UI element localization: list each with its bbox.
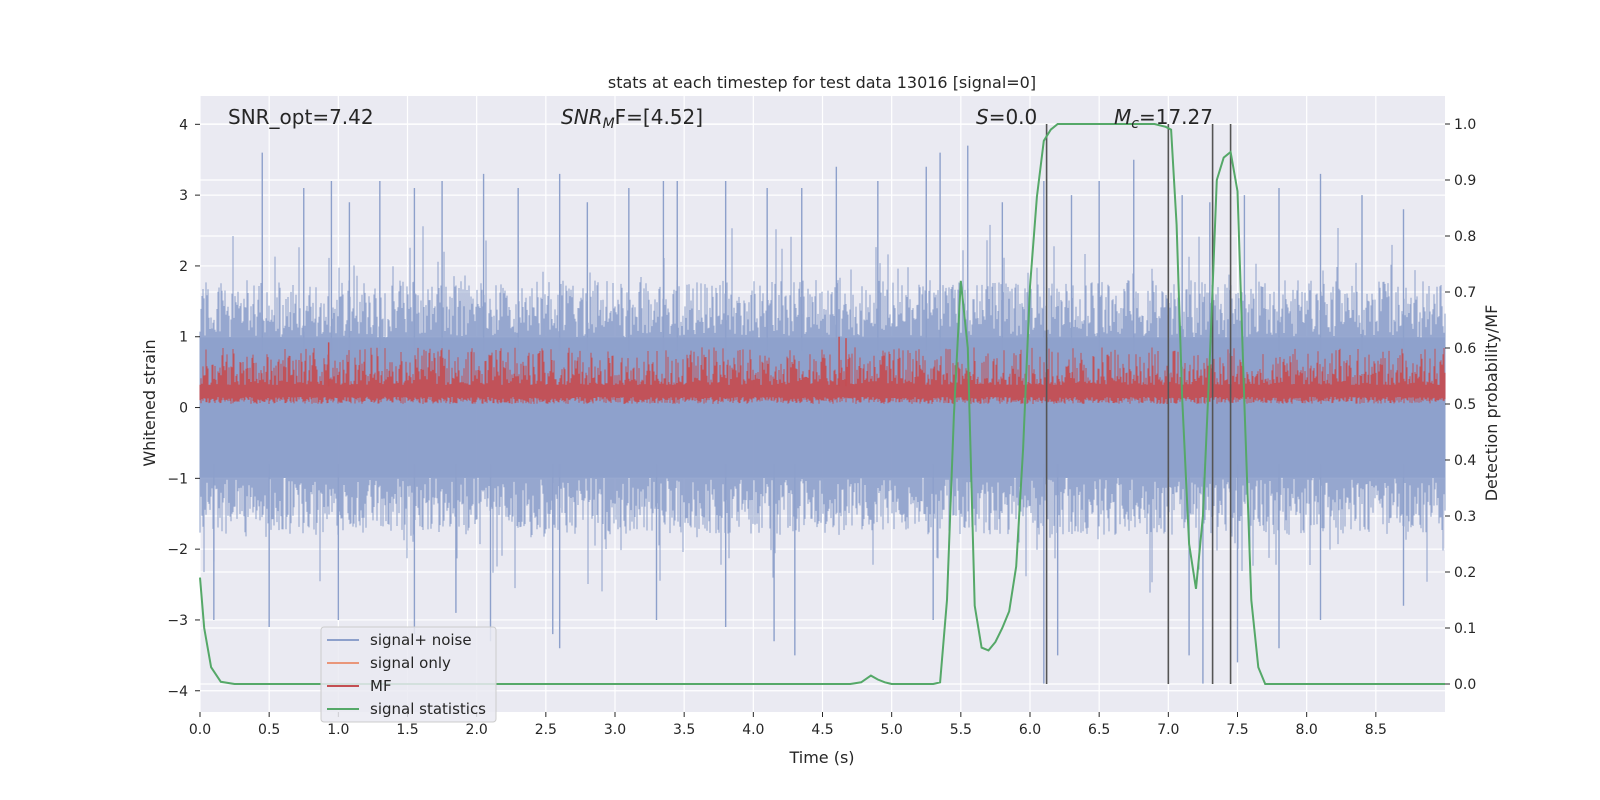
y-tick-label-right: 0.3: [1454, 509, 1476, 525]
x-tick-label: 6.0: [1019, 722, 1041, 738]
x-tick-label: 7.0: [1157, 722, 1179, 738]
y-axis-label-left: Whitened strain: [140, 339, 159, 466]
y-tick-label-right: 0.4: [1454, 453, 1476, 469]
x-tick-label: 1.5: [396, 722, 418, 738]
x-axis-label: Time (s): [788, 748, 854, 767]
snr-mf-symbol: SNR: [561, 105, 603, 129]
x-tick-label: 1.0: [327, 722, 349, 738]
x-tick-label: 0.0: [189, 722, 211, 738]
y-tick-label-left: −4: [167, 684, 188, 700]
signal-statistics-line: [199, 123, 1445, 685]
snr-opt-annotation: SNR_opt=7.42: [228, 105, 374, 129]
vertical-markers: [1045, 124, 1232, 684]
y-tick-label-left: 2: [179, 259, 188, 275]
chart-title: stats at each timestep for test data 130…: [608, 73, 1036, 92]
y-tick-label-right: 0.7: [1454, 285, 1476, 301]
y-tick-label-right: 0.6: [1454, 341, 1476, 357]
x-tick-label: 0.5: [258, 722, 280, 738]
mc-symbol: M: [1114, 105, 1131, 129]
x-tick-label: 3.0: [604, 722, 626, 738]
legend-label-signal: signal only: [370, 654, 451, 672]
snr-mf-annotation: SNRMF=[4.52]: [561, 105, 703, 132]
x-tick-label: 5.5: [950, 722, 972, 738]
y-tick-label-left: 4: [179, 117, 188, 133]
y-tick-label-right: 0.0: [1454, 677, 1476, 693]
x-tick-label: 7.5: [1226, 722, 1248, 738]
signal-statistics-series: [199, 123, 1445, 685]
snr-mf-subscript: M: [603, 116, 615, 132]
s-symbol: S: [976, 105, 989, 129]
y-tick-label-right: 0.8: [1454, 229, 1476, 245]
x-tick-label: 8.0: [1296, 722, 1318, 738]
s-value: =0.0: [989, 105, 1038, 129]
mc-value: =17.27: [1139, 105, 1213, 129]
y-tick-label-right: 0.2: [1454, 565, 1476, 581]
legend-label-noise: signal+ noise: [370, 631, 472, 649]
snr-mf-value: F=[4.52]: [615, 105, 703, 129]
y-tick-label-right: 1.0: [1454, 117, 1476, 133]
x-tick-label: 8.5: [1365, 722, 1387, 738]
s-annotation: S=0.0: [976, 105, 1037, 129]
legend-box: [320, 626, 497, 723]
y-tick-label-left: 3: [179, 188, 188, 204]
x-tick-label: 5.0: [881, 722, 903, 738]
legend: signal+ noise signal only MF signal stat…: [320, 626, 497, 723]
y-tick-label-right: 0.9: [1454, 173, 1476, 189]
x-tick-label: 2.5: [535, 722, 557, 738]
mc-annotation: Mc=17.27: [1114, 105, 1213, 132]
y-tick-label-left: 1: [179, 330, 188, 346]
x-tick-label: 6.5: [1088, 722, 1110, 738]
x-tick-label: 3.5: [673, 722, 695, 738]
legend-label-mf: MF: [370, 677, 392, 695]
mc-subscript: c: [1131, 116, 1139, 132]
y-tick-label-right: 0.5: [1454, 397, 1476, 413]
y-axis-label-right: Detection probability/MF: [1482, 305, 1501, 502]
x-tick-label: 4.5: [811, 722, 833, 738]
y-tick-label-left: −3: [167, 613, 188, 629]
y-tick-label-left: −1: [167, 471, 188, 487]
axis-ticks: 0.0 0.5 1.0 1.5 2.0 2.5 3.0 3.5 4.0 4.5 5.0 5.5 6.0 6…: [167, 117, 1476, 738]
x-tick-label: 2.0: [466, 722, 488, 738]
y-tick-label-left: 0: [179, 401, 188, 417]
x-tick-label: 4.0: [742, 722, 764, 738]
legend-label-stats: signal statistics: [370, 700, 486, 718]
y-tick-label-left: −2: [167, 542, 188, 558]
y-tick-label-right: 0.1: [1454, 621, 1476, 637]
